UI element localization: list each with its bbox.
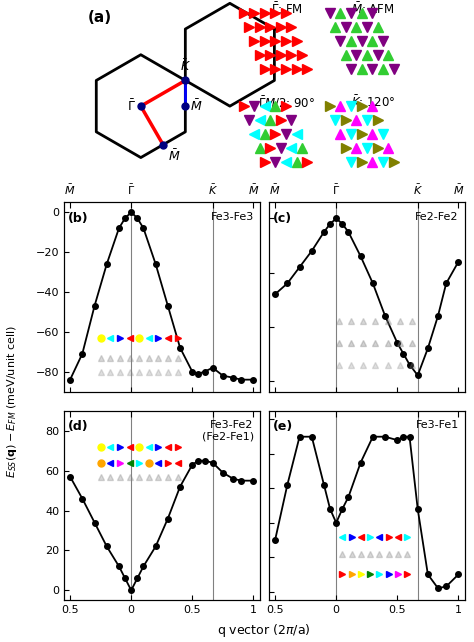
Text: $\bar{K}$: 120°: $\bar{K}$: 120°: [351, 94, 395, 110]
Text: Fe3-Fe1: Fe3-Fe1: [415, 421, 459, 430]
Text: $\bar{\Gamma}$: $\bar{\Gamma}$: [127, 98, 136, 114]
Text: q vector (2$\pi$/a): q vector (2$\pi$/a): [218, 622, 311, 639]
Text: (d): (d): [68, 421, 88, 433]
Text: (c): (c): [273, 212, 292, 225]
Text: (e): (e): [273, 421, 293, 433]
Text: $\bar{M}$: AFM: $\bar{M}$: AFM: [351, 2, 395, 17]
Text: Fe3-Fe2
(Fe2-Fe1): Fe3-Fe2 (Fe2-Fe1): [201, 421, 254, 442]
Text: $\bar{K}$: $\bar{K}$: [180, 59, 191, 74]
Text: $\bar{\Gamma}$: FM: $\bar{\Gamma}$: FM: [271, 2, 303, 17]
Text: $\bar{M}$: $\bar{M}$: [168, 148, 181, 164]
Text: $\bar{\Gamma}M$/2: 90°: $\bar{\Gamma}M$/2: 90°: [258, 94, 315, 111]
Text: (b): (b): [68, 212, 88, 225]
Text: $E_{SS}(\mathbf{q}) - E_{FM}$ (meV/unit cell): $E_{SS}(\mathbf{q}) - E_{FM}$ (meV/unit …: [5, 325, 19, 478]
Text: Fe2-Fe2: Fe2-Fe2: [415, 212, 459, 221]
Text: (a): (a): [88, 10, 112, 25]
Text: Fe3-Fe3: Fe3-Fe3: [210, 212, 254, 221]
Text: $\bar{M}$: $\bar{M}$: [190, 98, 203, 114]
